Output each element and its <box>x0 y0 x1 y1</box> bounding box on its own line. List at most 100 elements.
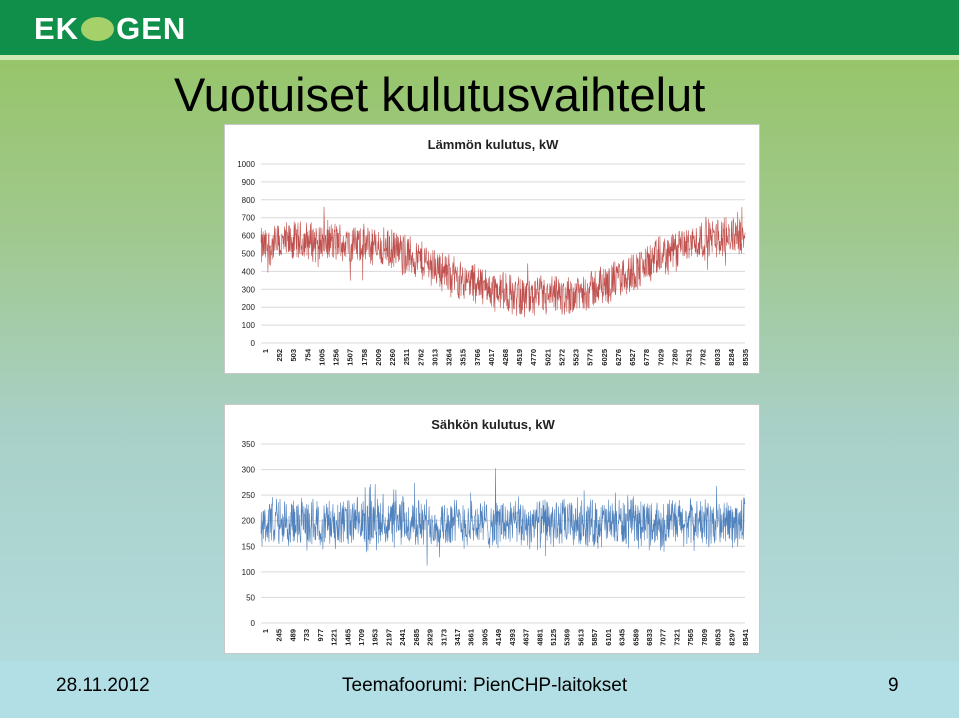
x-tick-label: 2929 <box>426 629 435 646</box>
x-tick-label: 3417 <box>453 629 462 646</box>
x-tick-label: 8033 <box>713 349 722 366</box>
x-tick-label: 3905 <box>480 629 489 646</box>
x-tick-label: 1256 <box>332 349 341 366</box>
x-tick-label: 1 <box>261 629 270 633</box>
y-tick-label: 150 <box>242 542 256 551</box>
x-tick-label: 4881 <box>535 629 544 646</box>
ekogen-logo: EK GEN <box>34 11 187 46</box>
x-tick-label: 5613 <box>576 629 585 646</box>
x-tick-label: 489 <box>288 629 297 642</box>
logo-text-left: EK <box>34 11 80 46</box>
x-tick-label: 1758 <box>360 349 369 366</box>
x-tick-label: 733 <box>302 629 311 642</box>
x-tick-label: 6345 <box>618 629 627 646</box>
x-tick-label: 4393 <box>508 629 517 646</box>
y-tick-label: 500 <box>242 250 256 259</box>
x-tick-label: 8284 <box>727 348 736 366</box>
x-tick-label: 1221 <box>330 629 339 646</box>
x-tick-label: 8541 <box>741 629 750 646</box>
y-tick-label: 0 <box>251 339 256 348</box>
page-number: 9 <box>888 675 899 696</box>
y-tick-label: 200 <box>242 517 256 526</box>
x-tick-label: 6101 <box>604 629 613 646</box>
y-tick-label: 100 <box>242 568 256 577</box>
x-tick-label: 7782 <box>699 349 708 366</box>
x-tick-label: 7321 <box>672 629 681 646</box>
x-tick-label: 754 <box>303 348 312 361</box>
header-bar: EK GEN <box>0 0 959 55</box>
logo-leaf-icon <box>81 17 115 41</box>
y-tick-label: 600 <box>242 232 256 241</box>
x-tick-label: 2260 <box>388 349 397 366</box>
x-tick-label: 4017 <box>487 349 496 366</box>
x-tick-label: 1507 <box>346 349 355 366</box>
x-tick-label: 252 <box>275 349 284 362</box>
x-tick-label: 7280 <box>670 349 679 366</box>
y-tick-label: 300 <box>242 285 256 294</box>
x-tick-label: 8053 <box>714 629 723 646</box>
electricity-consumption-chart: Sähkön kulutus, kW 0 50 100 150 200 250 300 350 1… <box>224 404 760 654</box>
x-tick-label: 7809 <box>700 629 709 646</box>
x-tick-label: 1 <box>261 349 270 353</box>
x-tick-label: 7077 <box>659 629 668 646</box>
x-tick-label: 2197 <box>384 629 393 646</box>
footer-bar: 28.11.2012 Teemafoorumi: PienCHP-laitoks… <box>0 661 959 718</box>
x-tick-label: 7531 <box>685 349 694 366</box>
x-tick-label: 6527 <box>628 349 637 366</box>
y-tick-label: 350 <box>242 440 256 449</box>
x-tick-label: 245 <box>275 629 284 642</box>
x-tick-label: 5021 <box>543 349 552 366</box>
x-tick-label: 6778 <box>642 349 651 366</box>
x-tick-label: 1005 <box>317 349 326 366</box>
x-tick-label: 2441 <box>398 629 407 646</box>
x-tick-label: 6276 <box>614 349 623 366</box>
x-tick-label: 5369 <box>563 629 572 646</box>
y-tick-label: 0 <box>251 619 256 628</box>
x-tick-label: 5125 <box>549 629 558 646</box>
x-tick-label: 8297 <box>727 629 736 646</box>
y-tick-label: 400 <box>242 267 256 276</box>
x-tick-label: 2009 <box>374 349 383 366</box>
x-tick-label: 6833 <box>645 629 654 646</box>
x-tick-label: 5523 <box>572 349 581 366</box>
y-tick-label: 700 <box>242 214 256 223</box>
footer-date: 28.11.2012 <box>56 675 150 696</box>
x-tick-label: 2511 <box>402 349 411 365</box>
y-tick-label: 1000 <box>237 160 255 169</box>
x-tick-label: 503 <box>289 349 298 362</box>
x-tick-label: 2685 <box>412 629 421 646</box>
x-tick-label: 2762 <box>416 349 425 366</box>
heat-consumption-chart: Lämmön kulutus, kW 0 100 200 300 400 500 600 700… <box>224 124 760 374</box>
chart-title: Sähkön kulutus, kW <box>431 417 555 432</box>
electricity-chart-svg: Sähkön kulutus, kW 0 50 100 150 200 250 300 350 1… <box>242 417 750 646</box>
x-tick-label: 3013 <box>430 349 439 366</box>
x-tick-label: 977 <box>316 629 325 642</box>
x-tick-label: 7565 <box>686 629 695 646</box>
x-tick-label: 4637 <box>522 629 531 646</box>
x-tick-label: 3661 <box>467 629 476 646</box>
x-tick-label: 3515 <box>459 349 468 366</box>
y-tick-label: 250 <box>242 491 256 500</box>
x-tick-label: 3173 <box>439 629 448 646</box>
logo-text-right: GEN <box>116 11 187 46</box>
slide-title: Vuotuiset kulutusvaihtelut <box>174 68 706 121</box>
x-tick-label: 5272 <box>557 349 566 366</box>
chart-title: Lämmön kulutus, kW <box>428 137 559 152</box>
series-line <box>260 206 746 318</box>
x-tick-label: 4149 <box>494 629 503 646</box>
y-tick-label: 100 <box>242 321 256 330</box>
footer-event: Teemafoorumi: PienCHP-laitokset <box>342 675 628 696</box>
x-tick-label: 5774 <box>586 348 595 366</box>
x-tick-label: 4268 <box>501 349 510 366</box>
x-tick-label: 1953 <box>371 629 380 646</box>
y-tick-label: 800 <box>242 196 256 205</box>
series-line <box>260 468 746 566</box>
x-tick-label: 8535 <box>741 349 750 366</box>
x-tick-label: 7029 <box>656 349 665 366</box>
y-tick-label: 50 <box>246 593 255 602</box>
x-tick-label: 1465 <box>343 629 352 646</box>
x-tick-label: 6589 <box>631 629 640 646</box>
x-tick-label: 3264 <box>445 348 454 366</box>
y-tick-label: 900 <box>242 178 256 187</box>
x-tick-label: 3766 <box>473 349 482 366</box>
